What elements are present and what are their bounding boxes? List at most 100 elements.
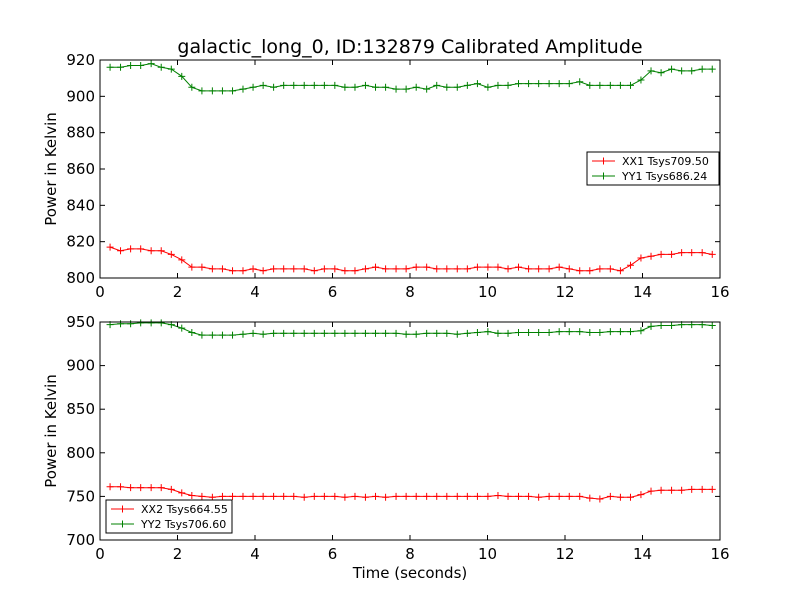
data-point (678, 486, 686, 494)
data-point (239, 330, 247, 338)
data-point (361, 265, 369, 273)
data-point (626, 493, 634, 501)
data-point (433, 265, 441, 273)
data-point (259, 81, 267, 89)
data-point (423, 85, 431, 93)
data-point (657, 486, 665, 494)
y-tick-label: 700 (66, 531, 95, 549)
data-point (545, 80, 553, 88)
data-point (606, 492, 614, 500)
data-point (698, 485, 706, 493)
x-tick-label: 0 (95, 545, 105, 563)
data-point (555, 80, 563, 88)
x-tick-label: 2 (173, 545, 183, 563)
data-point (178, 489, 186, 497)
data-point (341, 493, 349, 501)
data-point (494, 81, 502, 89)
data-point (698, 249, 706, 257)
legend-marker (600, 172, 607, 180)
data-point (433, 81, 441, 89)
data-point (392, 265, 400, 273)
data-point (137, 245, 145, 253)
data-point (372, 263, 380, 271)
data-point (280, 492, 288, 500)
data-point (188, 328, 196, 336)
data-point (259, 267, 267, 275)
data-point (637, 491, 645, 499)
data-point (576, 78, 584, 86)
data-point (331, 492, 339, 500)
data-point (188, 263, 196, 271)
data-point (708, 65, 716, 73)
x-tick-label: 8 (405, 545, 415, 563)
data-point (688, 67, 696, 75)
data-point (127, 320, 135, 328)
data-point (576, 492, 584, 500)
data-point (596, 328, 604, 336)
data-point (320, 329, 328, 337)
data-point (188, 492, 196, 500)
data-point (157, 247, 165, 255)
data-point (545, 492, 553, 500)
data-point (515, 80, 522, 88)
data-point (239, 492, 247, 500)
data-point (229, 87, 237, 95)
data-point (290, 329, 298, 337)
data-point (259, 492, 267, 500)
data-point (668, 486, 676, 494)
data-point (708, 250, 716, 258)
data-point (392, 329, 400, 337)
data-point (147, 60, 155, 68)
data-point (382, 329, 390, 337)
data-point (341, 83, 349, 91)
data-point (606, 265, 614, 273)
data-point (626, 261, 634, 269)
data-point (218, 331, 226, 339)
data-point (515, 492, 522, 500)
legend-label: YY2 Tsys706.60 (140, 518, 226, 531)
data-point (361, 493, 369, 501)
data-point (596, 81, 604, 89)
y-tick-label: 860 (66, 160, 95, 178)
data-point (147, 319, 155, 327)
data-point (290, 492, 298, 500)
y-tick-label: 950 (66, 313, 95, 331)
x-tick-label: 12 (555, 283, 574, 301)
data-point (270, 265, 278, 273)
data-point (494, 329, 502, 337)
data-point (372, 83, 380, 91)
data-point (331, 329, 339, 337)
data-point (616, 81, 624, 89)
data-point (320, 81, 328, 89)
data-point (423, 492, 431, 500)
data-point (596, 265, 604, 273)
data-point (637, 327, 645, 335)
legend-label: XX1 Tsys709.50 (622, 155, 709, 168)
data-point (484, 263, 492, 271)
x-tick-label: 6 (328, 283, 338, 301)
data-point (280, 81, 288, 89)
data-point (331, 81, 339, 89)
data-point (310, 267, 318, 275)
series-1-2 (106, 60, 716, 95)
data-point (565, 492, 573, 500)
top-panel: 0 2 4 6 8 10 12 14 16 800 820 840 860 880 900 920 Power … (42, 51, 730, 301)
data-point (218, 492, 226, 500)
data-point (208, 331, 216, 339)
data-point (708, 321, 716, 329)
data-point (249, 265, 257, 273)
data-point (331, 265, 339, 273)
data-point (402, 85, 410, 93)
y-tick-label: 880 (66, 124, 95, 142)
data-point (647, 67, 655, 75)
data-point (117, 247, 125, 255)
legend: XX1 Tsys709.50 YY1 Tsys686.24 (586, 151, 720, 186)
data-point (525, 328, 533, 336)
data-point (218, 87, 226, 95)
data-point (229, 267, 237, 275)
y-axis-label: Power in Kelvin (42, 374, 60, 488)
data-point (565, 80, 573, 88)
data-point (300, 329, 308, 337)
legend-label: XX2 Tsys664.55 (141, 503, 228, 516)
data-point (167, 250, 175, 258)
